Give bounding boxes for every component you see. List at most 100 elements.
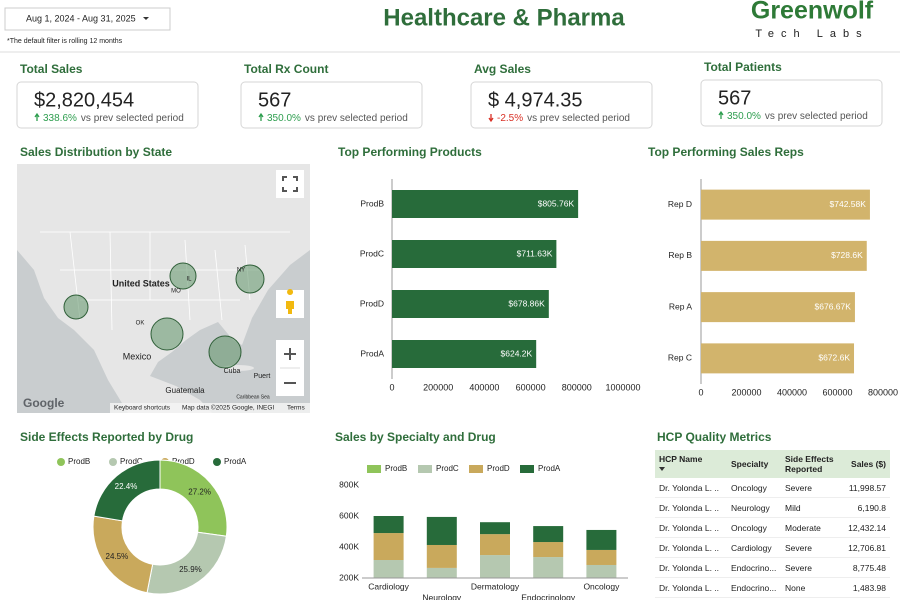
- map-label: Cuba: [224, 368, 241, 375]
- donut-slice: [93, 459, 161, 522]
- kpi-change: 350.0% vs prev selected period: [267, 113, 408, 124]
- map-label: United States: [112, 278, 170, 288]
- legend-swatch: [213, 458, 221, 466]
- kpi-comparison: vs prev selected period: [305, 113, 408, 124]
- chart-title: Top Performing Products: [338, 145, 482, 159]
- trend-arrow: [34, 112, 40, 121]
- legend-label: ProdA: [224, 457, 247, 466]
- bar-segment: [480, 534, 510, 556]
- fullscreen-button[interactable]: [276, 170, 304, 198]
- bar-segment: [373, 533, 404, 561]
- table-cell: Cardiology: [727, 537, 781, 558]
- legend-label: ProdB: [385, 464, 407, 473]
- table-cell: Dr. Yolonda L. ..: [655, 497, 727, 518]
- bar: [392, 290, 549, 318]
- map-land: [17, 164, 310, 413]
- category-label: Rep A: [669, 301, 692, 311]
- map-bubble[interactable]: [63, 294, 89, 320]
- table-row: Dr. Yolonda L. .. Cardiology Severe 12,706.…: [655, 537, 890, 558]
- category-label: ProdA: [360, 348, 384, 358]
- data-label: 24.5%: [106, 552, 129, 561]
- table-cell: Neurology: [727, 497, 781, 518]
- map-bubble[interactable]: [208, 335, 242, 369]
- bar: [392, 240, 557, 268]
- kpi-change-value: 350.0%: [727, 111, 761, 122]
- map-bubble[interactable]: [235, 264, 265, 294]
- kpi-card: [240, 81, 423, 129]
- filter-note: *The default filter is rolling 12 months: [7, 38, 123, 45]
- table-cell: Endocrino...: [727, 577, 781, 598]
- legend-label: ProdD: [172, 457, 195, 466]
- date-range: Aug 1, 2024 - Aug 31, 2025: [26, 13, 136, 23]
- table-cell: Severe: [781, 557, 843, 578]
- chart-title: Side Effects Reported by Drug: [20, 430, 193, 444]
- column-header[interactable]: HCP Name: [655, 450, 727, 478]
- legend-swatch: [367, 465, 381, 473]
- date-range-picker[interactable]: [4, 7, 171, 31]
- kpi-value: 567: [258, 89, 291, 111]
- category-label: Rep C: [668, 353, 692, 363]
- x-tick-label: 400000: [777, 387, 807, 397]
- data-label: 25.9%: [179, 565, 202, 574]
- table-cell: Severe: [781, 537, 843, 558]
- x-tick-label: 800000: [562, 382, 592, 392]
- table-cell: Dr. Yolonda L. ..: [655, 577, 727, 598]
- table-cell: 1,483.98: [843, 577, 890, 598]
- kpi-comparison: vs prev selected period: [81, 113, 184, 124]
- x-tick-label: 400000: [469, 382, 499, 392]
- logo-name: Greenwolf: [751, 0, 874, 25]
- data-label: $678.86K: [508, 298, 545, 308]
- x-tick-label: Cardiology: [368, 581, 409, 591]
- bar-segment: [533, 542, 564, 558]
- data-label: $805.76K: [538, 198, 575, 208]
- bar-segment: [373, 516, 404, 534]
- table-cell: 12,706.81: [843, 537, 890, 558]
- y-tick-label: 400K: [339, 541, 359, 551]
- sort-icon: [659, 467, 665, 471]
- y-tick-label: 600K: [339, 510, 359, 520]
- data-label: $676.67K: [815, 301, 852, 311]
- column-header-text: Side Effects Reported: [785, 454, 834, 474]
- kpi-change: 350.0% vs prev selected period: [727, 111, 868, 122]
- kpi-label: Total Sales: [20, 62, 83, 76]
- y-tick-label: 200K: [339, 572, 359, 582]
- map-bubble[interactable]: [150, 317, 184, 351]
- table-row: Dr. Yolonda L. .. Endocrino... None 1,483.9…: [655, 577, 890, 598]
- x-tick-label: 0: [698, 387, 703, 397]
- table-cell: Dr. Yolonda L. ..: [655, 517, 727, 538]
- kpi-card: [16, 81, 199, 129]
- column-header: Specialty: [727, 450, 781, 478]
- kpi-value: $ 4,974.35: [488, 89, 583, 111]
- kpi-change-value: -2.5%: [497, 113, 523, 124]
- data-label: $711.63K: [517, 248, 553, 258]
- category-label: ProdB: [360, 198, 384, 208]
- data-label: 27.2%: [188, 488, 211, 497]
- kpi-value: 567: [718, 87, 751, 109]
- table-header: HCP Name Specialty Side Effects Reported Sa…: [655, 450, 890, 478]
- table-cell: Severe: [781, 478, 843, 498]
- bar-segment: [426, 544, 457, 568]
- kpi-change-value: 350.0%: [267, 113, 301, 124]
- map[interactable]: [17, 164, 310, 413]
- legend-swatch: [520, 465, 534, 473]
- map-logo: Google: [23, 396, 65, 410]
- chart-title: Top Performing Sales Reps: [648, 145, 804, 159]
- x-tick-label: 0: [389, 382, 394, 392]
- column-header-text: Specialty: [731, 459, 769, 469]
- donut-slice: [159, 459, 228, 537]
- bar-segment: [480, 522, 510, 535]
- logo-tagline: Tech Labs: [755, 28, 868, 40]
- table-cell: Dr. Yolonda L. ..: [655, 478, 727, 498]
- fullscreen-icon: [282, 176, 298, 192]
- section-title: Sales Distribution by State: [20, 145, 172, 159]
- map-bubble[interactable]: [169, 262, 197, 290]
- table-cell: Endocrino...: [727, 557, 781, 578]
- data-label: 22.4%: [115, 482, 138, 491]
- data-label: $742.58K: [830, 199, 867, 209]
- bar-segment: [426, 516, 457, 545]
- y-tick-label: 800K: [339, 479, 359, 489]
- map-attribution: Keyboard shortcuts: [114, 405, 171, 412]
- bar: [701, 292, 855, 323]
